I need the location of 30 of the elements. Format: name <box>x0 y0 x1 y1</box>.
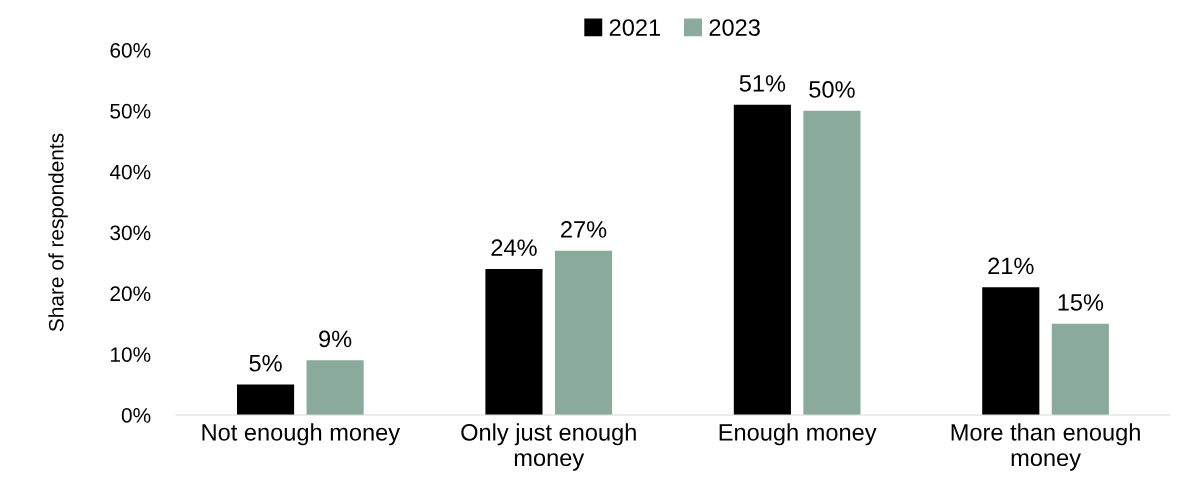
data-label: 27% <box>561 221 607 238</box>
y-tick-label: 0% <box>121 408 151 423</box>
y-axis-title: Share of respondents <box>48 133 68 332</box>
bar <box>306 360 364 415</box>
bar <box>982 287 1040 415</box>
legend-label: 2021 <box>609 19 660 36</box>
data-label: 9% <box>319 330 352 348</box>
bar <box>236 384 295 415</box>
bar <box>554 250 613 415</box>
bar <box>803 110 861 415</box>
y-tick-label: 60% <box>110 43 151 58</box>
y-tick-label: 50% <box>110 103 151 119</box>
y-tick-label: 40% <box>109 164 151 180</box>
x-tick-label: Not enough money <box>202 423 401 446</box>
bar <box>1051 323 1109 415</box>
y-tick-label: 30% <box>110 225 151 241</box>
legend-label: 2023 <box>709 19 760 36</box>
data-label: 21% <box>988 257 1034 275</box>
bar <box>485 269 543 415</box>
y-tick-label: 10% <box>111 347 151 362</box>
bar <box>733 104 791 415</box>
data-label: 51% <box>739 75 786 92</box>
y-tick-label: 20% <box>110 286 151 302</box>
data-label: 5% <box>249 354 282 372</box>
x-tick-label: Only just enough money <box>461 423 636 471</box>
x-tick-label: More than enough money <box>951 423 1140 471</box>
data-label: 50% <box>809 81 855 98</box>
data-label: 15% <box>1058 294 1104 311</box>
x-tick-label: Enough money <box>719 423 877 446</box>
data-label: 24% <box>491 239 537 256</box>
